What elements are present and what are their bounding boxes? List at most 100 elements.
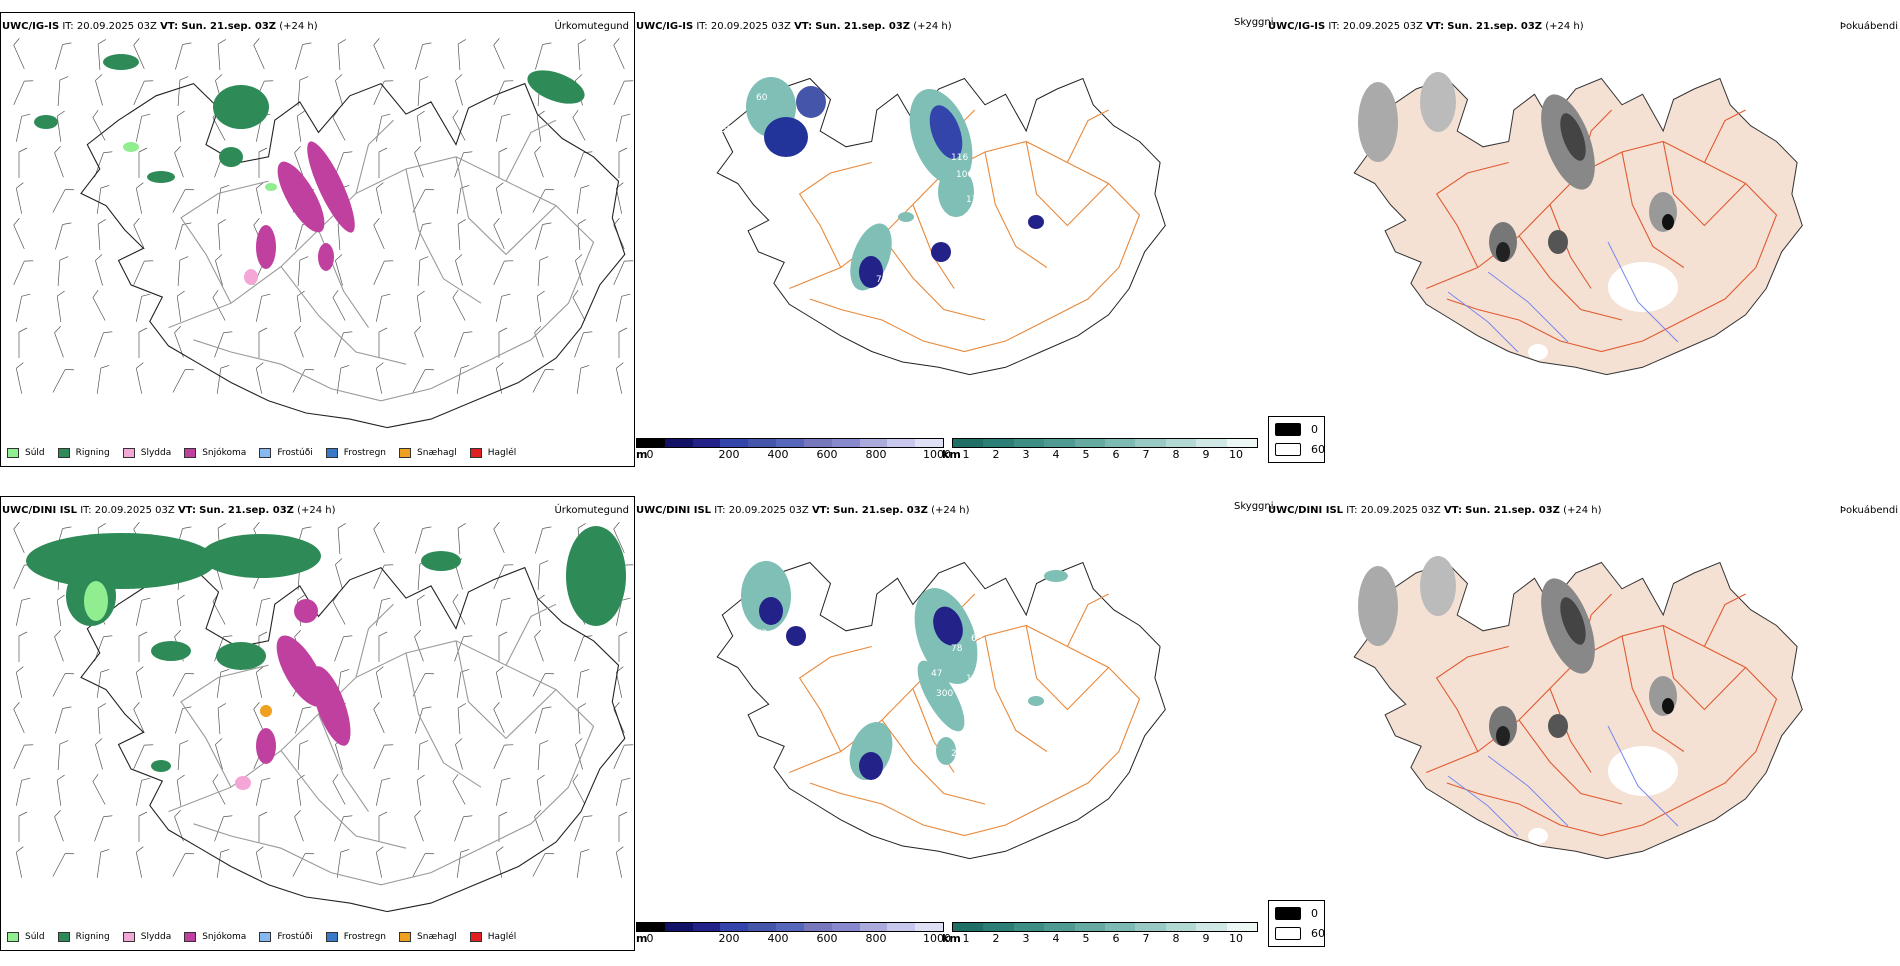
visibility-colorbar bbox=[952, 922, 1258, 932]
wind-barb-icon bbox=[495, 777, 511, 806]
value-label: 300 bbox=[936, 689, 953, 699]
wind-barb-icon bbox=[337, 39, 346, 70]
wind-barb-icon bbox=[296, 110, 305, 142]
legend-label: Snæhagl bbox=[417, 932, 457, 942]
tick-label: 600 bbox=[816, 448, 838, 461]
wind-barb-icon bbox=[493, 521, 505, 554]
wind-barb-icon bbox=[215, 254, 223, 286]
tick-label: 600 bbox=[816, 932, 838, 945]
legend-swatch bbox=[469, 932, 482, 942]
wind-barb-icon bbox=[135, 182, 144, 214]
wind-barb-icon bbox=[535, 42, 552, 70]
fog-map bbox=[1353, 556, 1803, 860]
value-label: 77 bbox=[711, 604, 722, 614]
wind-barb-icon bbox=[258, 327, 268, 358]
model-name: UWC/DINI ISL bbox=[636, 505, 712, 516]
wind-barb-icon bbox=[215, 738, 223, 770]
it-label: IT: bbox=[714, 505, 726, 516]
wind-barb-icon bbox=[255, 666, 264, 698]
wind-barb-icon bbox=[297, 76, 309, 106]
tick-label: 8 bbox=[1172, 448, 1180, 461]
vt-label: VT: bbox=[794, 21, 813, 32]
wind-barb-icon bbox=[18, 147, 28, 178]
fog-legend: 0 60 bbox=[1268, 416, 1325, 463]
model-name: UWC/IG-IS bbox=[1268, 21, 1326, 32]
wind-barb-icon bbox=[493, 701, 505, 734]
tick-label: 5 bbox=[1082, 932, 1090, 945]
wind-barb-icon bbox=[133, 37, 145, 70]
it-value: 20.09.2025 03Z bbox=[1360, 505, 1441, 516]
wind-barb-icon bbox=[618, 147, 628, 178]
wind-barb-icon bbox=[214, 815, 233, 842]
legend-label: Frostregn bbox=[343, 448, 387, 458]
wind-barb-icon bbox=[217, 39, 226, 70]
wind-barb-icon bbox=[414, 810, 424, 842]
wind-barb-icon bbox=[576, 364, 590, 394]
wind-barb-icon bbox=[495, 182, 504, 214]
wind-barb-icon bbox=[495, 666, 504, 698]
wind-barb-icon bbox=[177, 740, 189, 770]
wind-barb-icon bbox=[52, 189, 75, 213]
wind-barb-icon bbox=[495, 113, 511, 142]
value-label: 106 bbox=[956, 170, 973, 180]
wind-barb-icon bbox=[133, 701, 145, 734]
wind-barb-icon bbox=[13, 217, 25, 250]
wind-barb-icon bbox=[534, 326, 544, 358]
wind-barb-icon bbox=[96, 364, 110, 394]
wind-barb-icon bbox=[57, 740, 69, 770]
legend-swatch bbox=[259, 932, 272, 942]
wind-barb-icon bbox=[414, 146, 424, 178]
wind-barb-icon bbox=[175, 706, 192, 734]
wind-barb-icon bbox=[454, 331, 473, 358]
tick-label: 800 bbox=[865, 932, 887, 945]
wind-barb-icon bbox=[297, 256, 309, 286]
wind-barb-icon bbox=[574, 815, 593, 842]
value-label: 65 bbox=[971, 634, 982, 644]
wind-barb-icon bbox=[175, 222, 192, 250]
panel-title: UWC/DINI ISL IT: 20.09.2025 03Z VT: Sun.… bbox=[2, 505, 336, 517]
wind-barb-icon bbox=[138, 147, 148, 178]
legend-item: Rigning bbox=[57, 932, 110, 942]
wind-barb-icon bbox=[454, 815, 473, 842]
wind-barb-icon bbox=[135, 846, 144, 878]
legend-item: Snæhagl bbox=[399, 932, 457, 942]
lead-time: (+24 h) bbox=[1563, 505, 1602, 516]
wind-barb-icon bbox=[615, 362, 624, 394]
wind-barb-icon bbox=[96, 184, 110, 214]
wind-barb-icon bbox=[535, 706, 552, 734]
legend-swatch bbox=[7, 932, 19, 942]
wind-barb-icon bbox=[336, 364, 350, 394]
it-value: 20.09.2025 03Z bbox=[710, 21, 791, 32]
wind-barb-icon bbox=[175, 42, 192, 70]
wind-barb-icon bbox=[613, 37, 625, 70]
value-label: 257 bbox=[951, 749, 968, 759]
wind-barb-icon bbox=[15, 666, 24, 698]
wind-barb-icon bbox=[498, 147, 508, 178]
wind-barb-icon bbox=[135, 113, 151, 142]
value-label: 73 bbox=[891, 764, 902, 774]
wind-barb-icon bbox=[97, 219, 106, 250]
legend-label: Súld bbox=[25, 448, 45, 458]
value-label: 78 bbox=[951, 644, 963, 654]
wind-barb-icon bbox=[258, 811, 268, 842]
wind-barb-icon bbox=[572, 774, 586, 805]
tick-label: 4 bbox=[1052, 932, 1060, 945]
legend-item: Frostúði bbox=[259, 448, 313, 458]
legend-item: Súld bbox=[7, 448, 45, 458]
wind-barb-icon bbox=[457, 523, 466, 554]
wind-barb-icon bbox=[412, 189, 435, 213]
wind-barb-icon bbox=[96, 848, 110, 878]
it-label: IT: bbox=[1328, 21, 1340, 32]
wind-barb-icon bbox=[373, 37, 385, 70]
wind-barb-icon bbox=[415, 706, 432, 734]
value-label: 81 bbox=[966, 250, 977, 260]
wind-barb-icon bbox=[292, 369, 315, 393]
wind-barb-icon bbox=[18, 811, 28, 842]
wind-barb-icon bbox=[535, 222, 552, 250]
wind-barb-icon bbox=[296, 290, 305, 322]
wind-barb-icon bbox=[54, 146, 64, 178]
wind-barb-icon bbox=[335, 254, 343, 286]
wind-barb-icon bbox=[534, 630, 544, 662]
wind-barb-icon bbox=[292, 853, 315, 877]
wind-barb-icon bbox=[415, 222, 432, 250]
